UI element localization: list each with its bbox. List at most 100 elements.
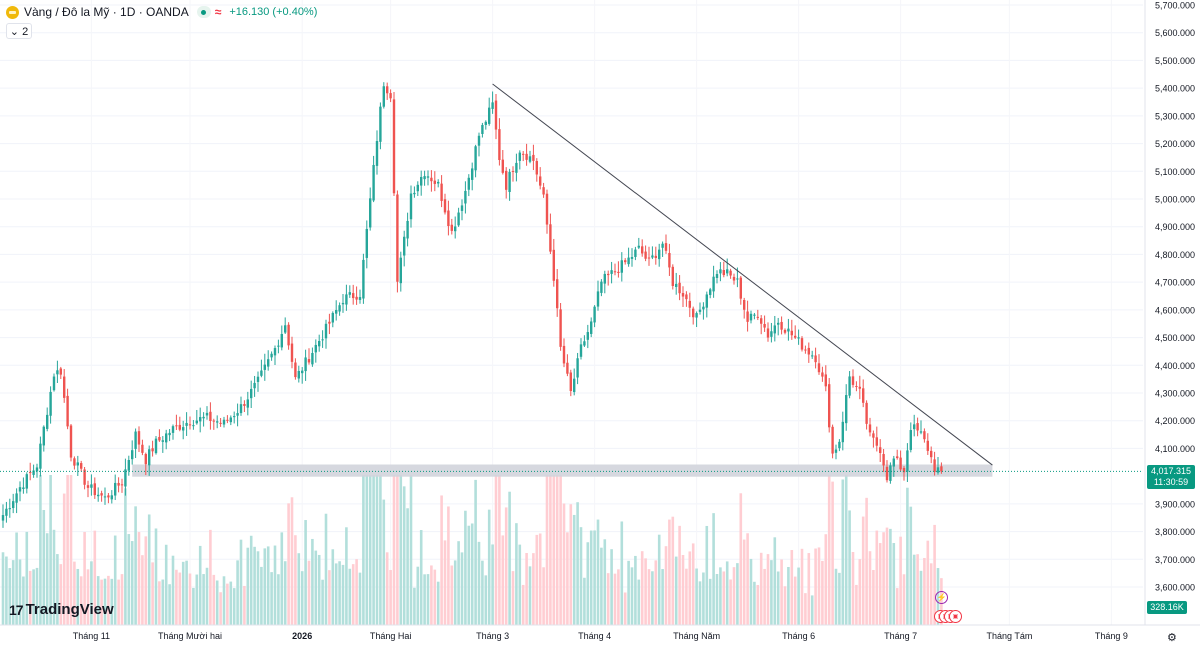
time-tick-label: Tháng Tám [986, 631, 1032, 641]
volume-bar [45, 533, 49, 625]
candle-body [301, 370, 304, 374]
volume-bar [103, 578, 107, 625]
candle-body [494, 100, 498, 130]
volume-badge: 328.16K [1147, 601, 1187, 614]
volume-bar [331, 549, 335, 625]
volume-bar [130, 541, 134, 625]
candle-body [630, 257, 634, 259]
candle-body [12, 501, 15, 508]
candle-body [124, 469, 127, 487]
candle-body [525, 153, 528, 160]
candle-body [267, 359, 270, 367]
candle-body [90, 484, 93, 488]
flag-event-icon[interactable]: ▣ [949, 610, 962, 623]
candle-body [566, 362, 569, 374]
volume-bar [287, 503, 290, 625]
candle-body [858, 386, 861, 389]
volume-bar [807, 553, 811, 625]
lightning-event-icon[interactable]: ⚡ [935, 591, 948, 604]
candle-body [406, 220, 409, 239]
volume-bar [844, 475, 848, 625]
volume-bar [909, 506, 913, 625]
candle-body [787, 328, 790, 332]
candle-body [297, 370, 300, 379]
collapse-indicators-button[interactable]: ⌄ 2 [6, 23, 32, 39]
volume-bar [300, 571, 304, 625]
drawings [0, 83, 1143, 472]
volume-bar [382, 499, 386, 625]
tradingview-logo[interactable]: 17 TradingView [9, 601, 114, 618]
candle-body [590, 321, 593, 334]
volume-bar [926, 540, 930, 625]
last-price: 4,017.315 [1150, 466, 1192, 476]
candle-body [80, 463, 83, 469]
volume-bar [348, 568, 352, 625]
volume-bar [593, 530, 596, 625]
candle-body [562, 345, 566, 364]
candle-body [607, 273, 610, 276]
candle-body [35, 467, 39, 472]
candles [1, 82, 943, 528]
volume-bar [243, 585, 246, 625]
waves-icon[interactable]: ≈ [214, 5, 222, 19]
volume-bar [702, 572, 705, 625]
candle-body [940, 466, 943, 472]
candle-body [872, 433, 875, 438]
candle-body [239, 404, 243, 414]
volume-bar [654, 560, 658, 625]
candle-body [865, 402, 868, 424]
candle-body [324, 323, 328, 339]
candle-body [549, 224, 552, 252]
volume-bar [753, 581, 756, 625]
volume-bar [790, 550, 794, 625]
candle-body [593, 306, 596, 323]
candle-body [338, 305, 341, 312]
symbol-header[interactable]: Vàng / Đô la Mỹ · 1D · OANDA ≈ +16.130 (… [6, 4, 317, 20]
volume-bar [831, 481, 834, 625]
candle-body [831, 426, 834, 454]
symbol-title[interactable]: Vàng / Đô la Mỹ · 1D · OANDA [24, 5, 189, 19]
candle-body [814, 355, 817, 363]
candle-body [930, 450, 933, 458]
candle-body [430, 177, 433, 182]
volume-bar [66, 475, 69, 625]
volume-bar [861, 516, 865, 625]
candle-body [76, 462, 79, 466]
support-zone-rect[interactable] [132, 464, 993, 477]
candle-body [671, 266, 674, 286]
candle-body [216, 421, 219, 423]
candle-body [63, 376, 66, 398]
volume-bar [90, 561, 93, 625]
volume-bar [583, 577, 586, 625]
candle-body [624, 260, 627, 263]
volume-bar [773, 537, 777, 625]
volume-bar [205, 567, 209, 625]
market-open-icon[interactable] [196, 6, 211, 18]
candle-body [875, 437, 878, 446]
gear-icon[interactable]: ⚙ [1167, 632, 1177, 644]
candle-body [97, 494, 100, 497]
price-tick-label: 5,200.000 [1155, 139, 1195, 149]
volume-bar [294, 535, 297, 625]
candle-body [902, 468, 906, 473]
volume-bar [18, 559, 22, 625]
candle-body [620, 260, 623, 273]
volume-bar [498, 475, 501, 625]
volume-bar [195, 574, 199, 625]
candle-body [457, 212, 460, 226]
volume-bar [181, 561, 185, 625]
candle-body [763, 323, 766, 328]
candle-body [137, 431, 141, 445]
volume-bar [266, 546, 270, 625]
candle-body [158, 436, 161, 441]
candle-body [46, 414, 49, 429]
volume-bar [399, 475, 403, 625]
volume-bar [722, 571, 726, 625]
support-zone [132, 464, 993, 477]
candle-body [185, 422, 188, 426]
volume-bar [878, 543, 882, 625]
candle-body [199, 417, 202, 422]
volume-bar [787, 567, 790, 625]
trend-line[interactable] [492, 83, 993, 466]
